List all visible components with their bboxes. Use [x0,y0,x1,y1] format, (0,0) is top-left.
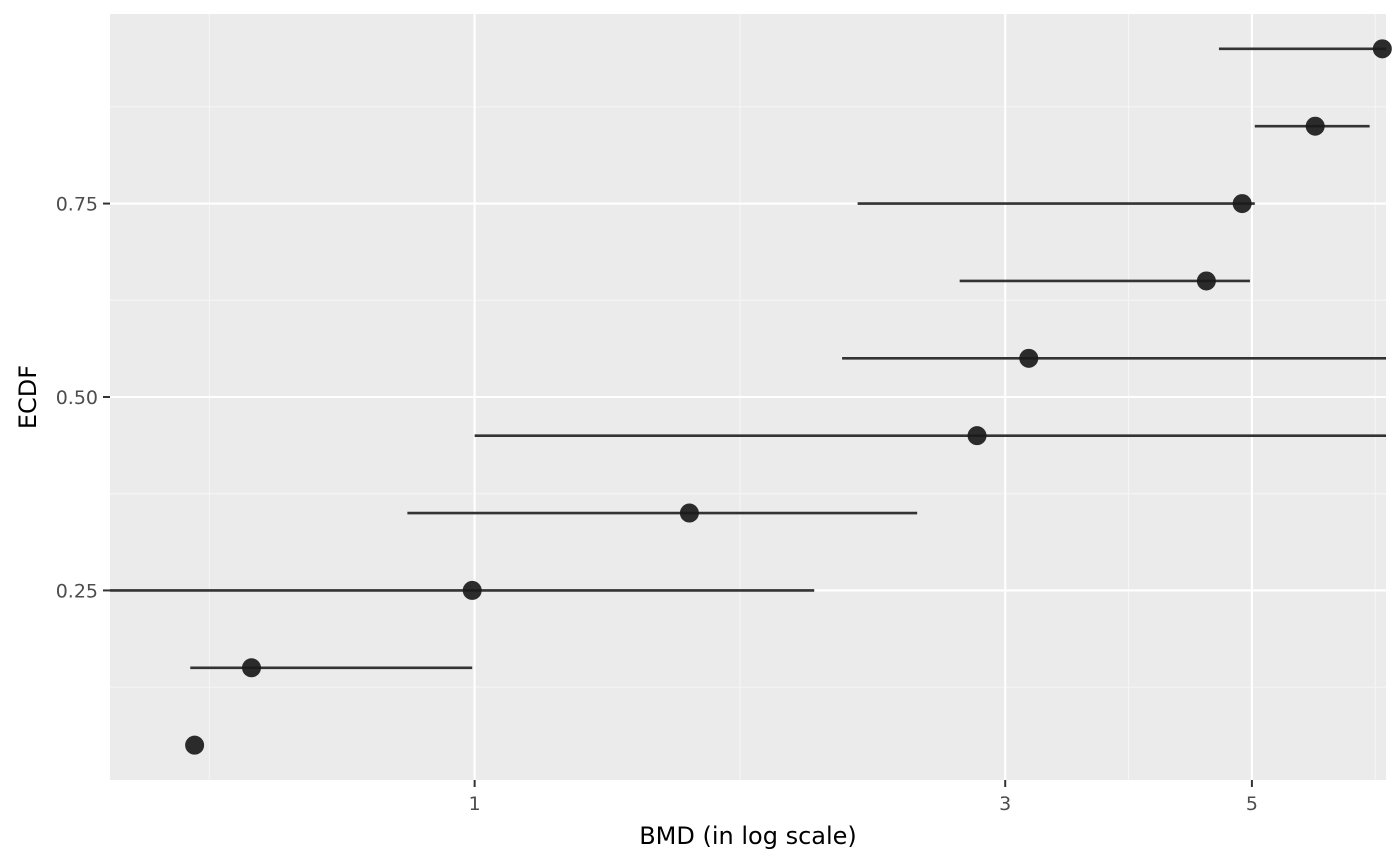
y-axis-ticks: 0.25 0.50 0.75 [56,194,110,602]
x-tick-label: 1 [469,793,481,815]
x-axis-title: BMD (in log scale) [639,822,857,850]
data-point [462,580,482,600]
data-point [967,426,987,446]
y-tick-label: 0.25 [56,580,98,602]
data-point [185,735,205,755]
data-point [1196,271,1216,291]
minor-gridlines-y [110,106,1386,688]
data-point [241,658,261,678]
data-point [1305,116,1325,136]
y-tick-label: 0.75 [56,194,98,216]
x-tick-label: 3 [999,793,1011,815]
data-point [1232,194,1252,214]
data-point [1372,39,1392,59]
x-tick-label: 5 [1246,793,1258,815]
data-point [1019,348,1039,368]
data-point [679,503,699,523]
data-points [185,39,1392,755]
y-tick-label: 0.50 [56,387,98,409]
x-axis-ticks: 1 3 5 [469,780,1258,815]
y-axis-title: ECDF [14,365,42,429]
